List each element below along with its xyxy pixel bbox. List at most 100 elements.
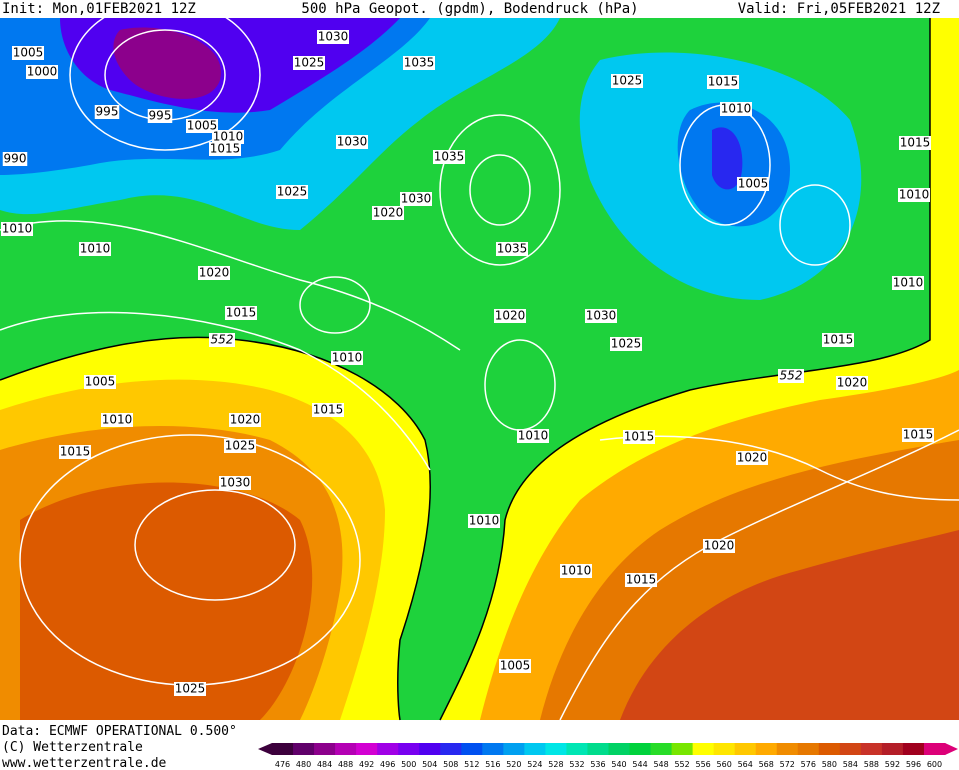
- isobar-label: 1020: [704, 539, 735, 553]
- isobar-label-box: [400, 192, 432, 206]
- isobar-label-box: [499, 659, 531, 673]
- isobar-label: 1020: [495, 309, 526, 323]
- isobar-label: 1020: [373, 206, 404, 220]
- isobar-label: 1025: [225, 439, 256, 453]
- isobar: [134, 489, 296, 601]
- isobar-label: 1025: [611, 337, 642, 351]
- isobar-label-box: [147, 109, 173, 123]
- isobar-label-box: [822, 333, 854, 347]
- colorbar-swatch: [566, 743, 588, 755]
- colorbar-swatch: [608, 743, 631, 755]
- isobar-label-box: [293, 56, 325, 70]
- isobar-label: 1010: [102, 413, 133, 427]
- isobar-label-box: [174, 682, 206, 696]
- isobar-label: 1010: [561, 564, 592, 578]
- isobar-label-box: [331, 351, 363, 365]
- isobar-label: 1005: [187, 119, 218, 133]
- colorbar-swatch: [818, 743, 841, 755]
- isobar-label: 1010: [213, 130, 244, 144]
- colorbar-label: 596: [906, 760, 921, 769]
- colorbar-label: 516: [485, 760, 500, 769]
- isobar-label-box: [737, 177, 769, 191]
- colorbar-swatch: [377, 743, 399, 755]
- contour-label-box: [778, 369, 804, 383]
- isobar-label-box: [902, 428, 934, 442]
- isobar-label: 995: [96, 105, 119, 119]
- isobar-label-box: [59, 445, 91, 459]
- isobar-label: 1010: [2, 222, 33, 236]
- isobar-label-box: [433, 150, 465, 164]
- isobar-label-box: [101, 413, 133, 427]
- colorbar-swatch: [860, 743, 883, 755]
- colorbar-label: 512: [464, 760, 479, 769]
- colorbar-swatch: [398, 743, 420, 755]
- isobar-label-box: [186, 119, 218, 133]
- colorbar-swatch: [776, 743, 799, 755]
- colorbar-swatch: [671, 743, 694, 755]
- isobar-label-box: [94, 105, 120, 119]
- copyright: (C) Wetterzentrale: [2, 740, 143, 755]
- colorbar-label: 592: [885, 760, 900, 769]
- isobar-label: 1005: [13, 46, 44, 60]
- colorbar-swatch: [734, 743, 757, 755]
- contour-label: 552: [211, 333, 234, 347]
- isobar-label-box: [899, 136, 931, 150]
- isobar-label: 1030: [401, 192, 432, 206]
- isobar: [779, 184, 851, 266]
- isobar-label: 1035: [404, 56, 435, 70]
- isobar-label-box: [494, 309, 526, 323]
- colorbar-label: 580: [822, 760, 837, 769]
- isobar-label: 1030: [337, 135, 368, 149]
- colorbar-swatch: [356, 743, 378, 755]
- isobar-label: 1010: [893, 276, 924, 290]
- colorbar-label: 504: [422, 760, 437, 769]
- isobar-label: 995: [149, 109, 172, 123]
- colorbar-label: 540: [611, 760, 626, 769]
- isobar: [439, 114, 561, 266]
- isobar-label: 1025: [294, 56, 325, 70]
- isobar-label: 1025: [277, 185, 308, 199]
- isobar-label-box: [336, 135, 368, 149]
- isobar-label: 1015: [903, 428, 934, 442]
- colorbar-swatch: [314, 743, 336, 755]
- contour-label: 552: [780, 369, 803, 383]
- isobar-label: 1025: [612, 74, 643, 88]
- colorbar-label: 520: [506, 760, 521, 769]
- colorbar-swatch: [482, 743, 504, 755]
- colorbar-label: 556: [696, 760, 711, 769]
- isobar-label: 1020: [199, 266, 230, 280]
- colorbar-label: 488: [338, 760, 353, 769]
- isobar-label: 1010: [721, 102, 752, 116]
- colorbar-swatch: [545, 743, 567, 755]
- colorbar-arrow: [945, 743, 958, 755]
- colorbar-label: 480: [296, 760, 311, 769]
- isobar-label: 1020: [737, 451, 768, 465]
- isobar-label: 1000: [27, 65, 58, 79]
- isobar-label: 1035: [497, 242, 528, 256]
- isobar: [469, 154, 531, 226]
- isobar: [0, 220, 461, 351]
- colorbar-label: 572: [780, 760, 795, 769]
- colorbar-swatch: [713, 743, 736, 755]
- isobar-label-box: [610, 337, 642, 351]
- isobar-label: 1015: [900, 136, 931, 150]
- colorbar-label: 552: [674, 760, 689, 769]
- isobar-label: 1015: [823, 333, 854, 347]
- colorbar-label: 492: [359, 760, 374, 769]
- colorbar-swatch: [902, 743, 925, 755]
- isobar-label-box: [212, 130, 244, 144]
- colorbar-label: 532: [569, 760, 584, 769]
- colorbar-label: 536: [590, 760, 605, 769]
- isobar-label: 1010: [469, 514, 500, 528]
- colorbar-label: 528: [548, 760, 563, 769]
- isobar-label-box: [611, 74, 643, 88]
- isobar-label-box: [198, 266, 230, 280]
- isobar-label-box: [585, 309, 617, 323]
- map-title: 500 hPa Geopot. (gpdm), Bodendruck (hPa): [301, 1, 638, 17]
- colorbar-label: 508: [443, 760, 458, 769]
- isobar-label-box: [403, 56, 435, 70]
- colorbar-label: 476: [275, 760, 290, 769]
- isobar-label: 1005: [85, 375, 116, 389]
- isobar: [299, 276, 371, 334]
- isobar-label-box: [836, 376, 868, 390]
